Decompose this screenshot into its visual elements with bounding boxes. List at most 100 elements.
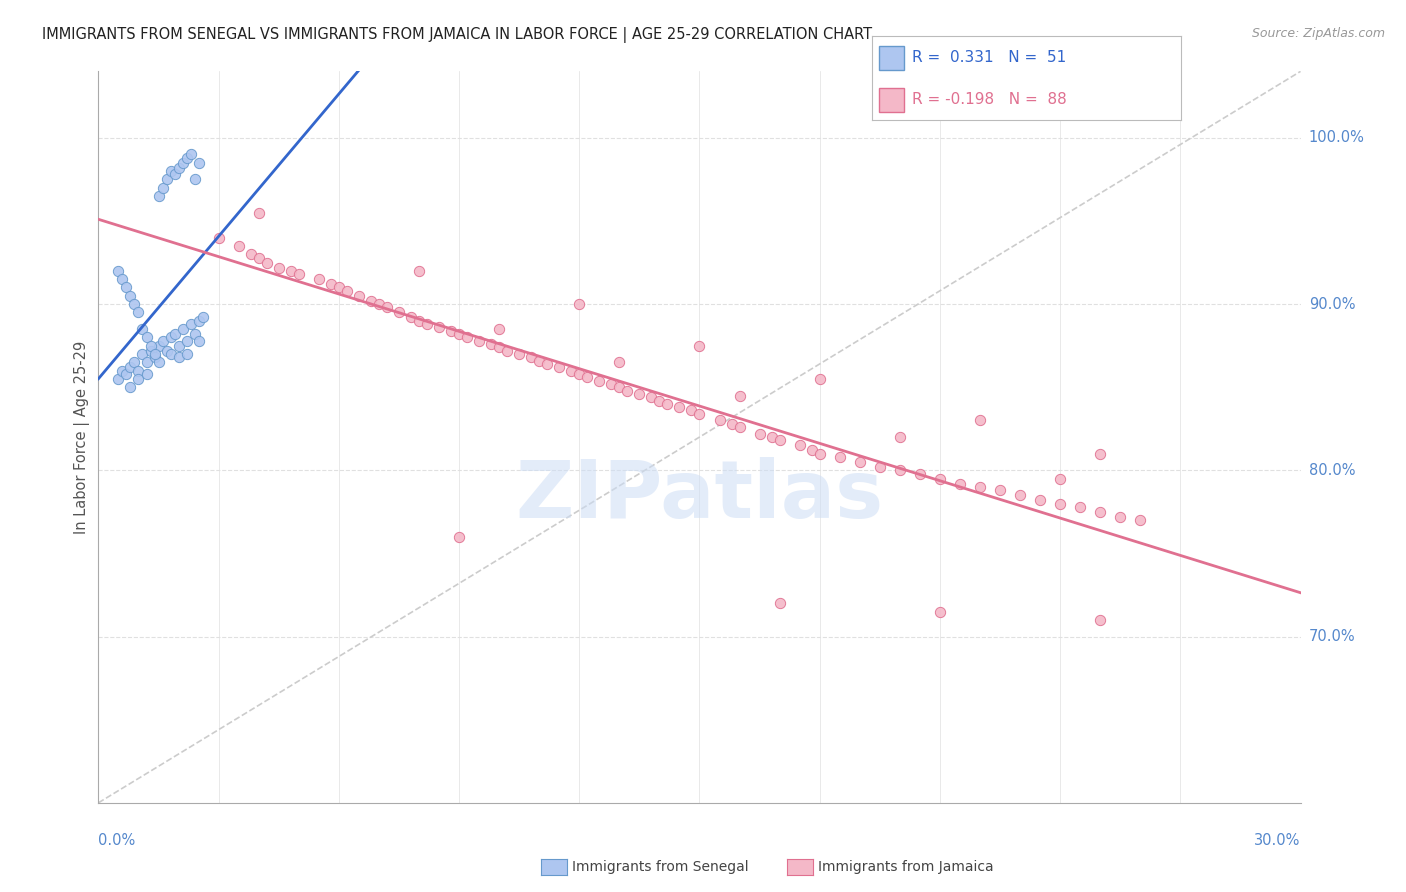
Point [761, 430, 783, 444]
Point [239, 247, 262, 261]
Point [447, 326, 470, 341]
Point [148, 339, 170, 353]
Point [508, 347, 530, 361]
Point [247, 251, 270, 265]
Point [159, 164, 181, 178]
Text: 70.0%: 70.0% [1309, 629, 1355, 644]
Point [187, 314, 209, 328]
Point [1029, 493, 1052, 508]
Point [609, 355, 631, 369]
Point [131, 322, 153, 336]
Point [408, 264, 430, 278]
Point [128, 372, 150, 386]
Point [828, 450, 851, 464]
FancyBboxPatch shape [880, 45, 904, 70]
Point [520, 351, 543, 365]
Point [488, 322, 510, 336]
Point [800, 443, 823, 458]
Point [183, 172, 205, 186]
Point [148, 355, 170, 369]
Point [681, 403, 703, 417]
Text: ZIPatlas: ZIPatlas [516, 457, 883, 534]
Point [176, 334, 198, 348]
Point [728, 388, 751, 402]
Point [416, 317, 439, 331]
Point [135, 355, 157, 369]
Point [159, 347, 181, 361]
Point [496, 343, 519, 358]
Point [187, 156, 209, 170]
Point [600, 376, 623, 391]
Text: 100.0%: 100.0% [1309, 130, 1365, 145]
Point [388, 305, 411, 319]
Point [152, 180, 174, 194]
Point [969, 413, 991, 427]
Point [576, 370, 599, 384]
Point [187, 334, 209, 348]
Point [529, 353, 551, 368]
Point [399, 310, 422, 325]
Point [616, 384, 638, 398]
Point [1088, 447, 1111, 461]
Point [128, 363, 150, 377]
Point [280, 264, 302, 278]
Text: Source: ZipAtlas.com: Source: ZipAtlas.com [1251, 27, 1385, 40]
Point [107, 264, 129, 278]
Point [1088, 613, 1111, 627]
Point [115, 367, 138, 381]
Point [256, 255, 278, 269]
Point [328, 280, 350, 294]
Point [440, 324, 463, 338]
Point [308, 272, 330, 286]
Point [929, 472, 952, 486]
Point [159, 330, 181, 344]
Text: 30.0%: 30.0% [1254, 833, 1301, 848]
Text: 90.0%: 90.0% [1309, 297, 1355, 311]
Text: IMMIGRANTS FROM SENEGAL VS IMMIGRANTS FROM JAMAICA IN LABOR FORCE | AGE 25-29 CO: IMMIGRANTS FROM SENEGAL VS IMMIGRANTS FR… [42, 27, 872, 43]
Point [375, 301, 398, 315]
Point [115, 280, 138, 294]
Point [1109, 509, 1132, 524]
Point [648, 393, 671, 408]
Point [1010, 488, 1032, 502]
Point [720, 417, 742, 431]
Point [180, 317, 202, 331]
Point [949, 476, 972, 491]
Point [789, 438, 811, 452]
Point [120, 289, 142, 303]
Text: R =  0.331   N =  51: R = 0.331 N = 51 [912, 50, 1066, 65]
Point [183, 326, 205, 341]
Point [668, 400, 690, 414]
Point [319, 277, 342, 292]
Point [167, 339, 190, 353]
Text: 80.0%: 80.0% [1309, 463, 1355, 478]
Point [124, 355, 146, 369]
Point [456, 330, 478, 344]
Point [368, 297, 391, 311]
Point [929, 605, 952, 619]
Point [479, 337, 502, 351]
Text: R = -0.198   N =  88: R = -0.198 N = 88 [912, 92, 1067, 107]
Point [728, 420, 751, 434]
Point [155, 343, 177, 358]
Point [889, 463, 911, 477]
Point [468, 334, 491, 348]
Point [247, 205, 270, 219]
Y-axis label: In Labor Force | Age 25-29: In Labor Force | Age 25-29 [75, 341, 90, 533]
Point [176, 151, 198, 165]
Point [560, 363, 582, 377]
Point [628, 387, 651, 401]
Point [139, 339, 162, 353]
Point [988, 483, 1011, 498]
Point [657, 397, 679, 411]
Point [1088, 505, 1111, 519]
Point [748, 426, 770, 441]
Point [172, 322, 194, 336]
Point [176, 347, 198, 361]
Point [163, 326, 186, 341]
Point [155, 172, 177, 186]
Point [107, 372, 129, 386]
Point [191, 310, 214, 325]
Point [135, 330, 157, 344]
Point [267, 260, 290, 275]
